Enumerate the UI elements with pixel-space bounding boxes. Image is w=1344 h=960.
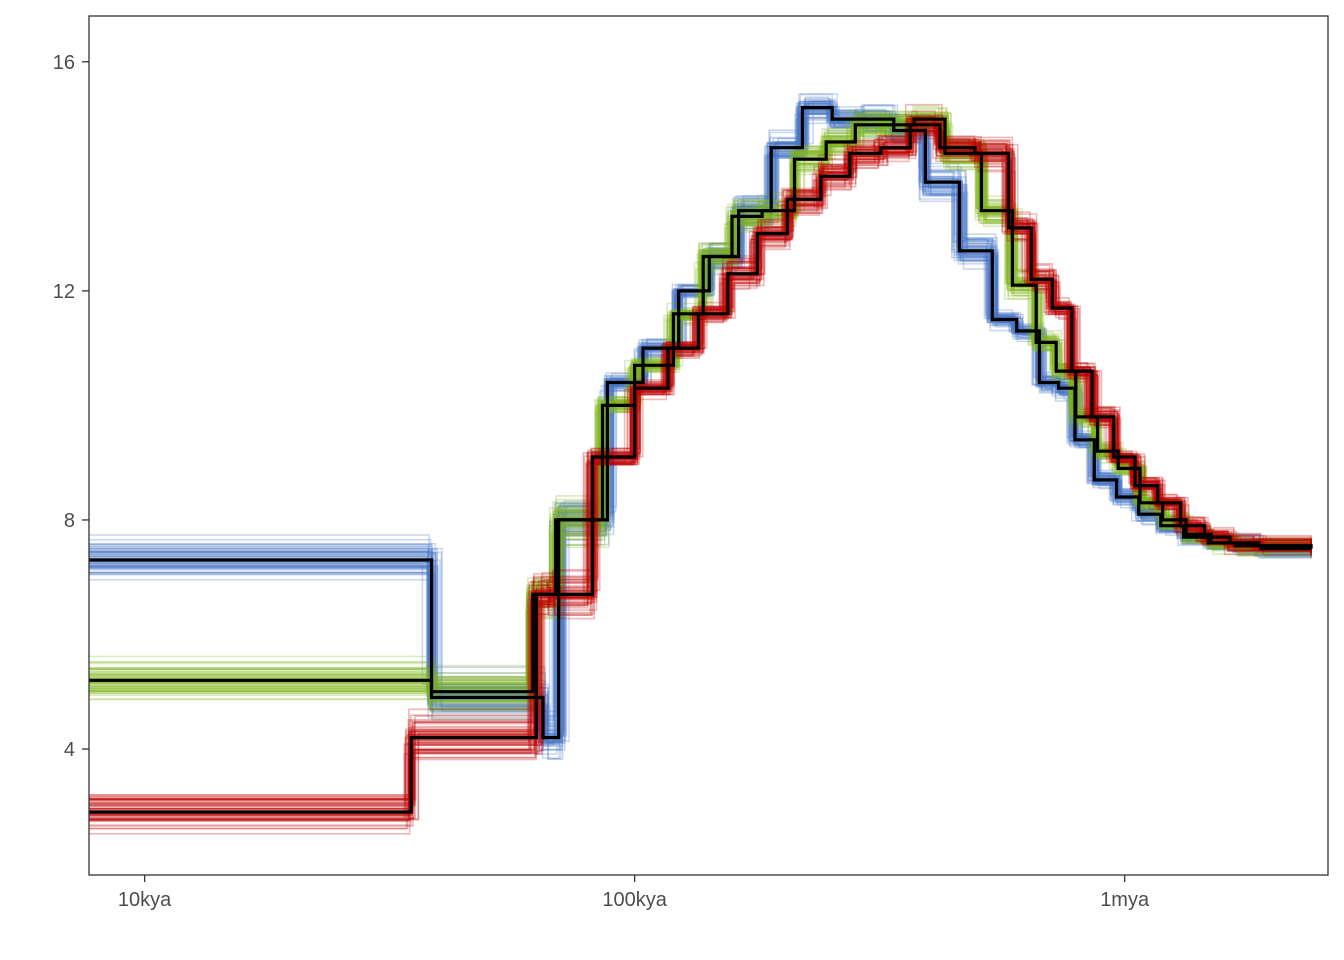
bootstrap-line-0-8 (89, 113, 1312, 734)
bootstrap-line-0-53 (89, 116, 1312, 732)
bootstrap-line-1-31 (89, 112, 1312, 678)
bootstrap-line-2-42 (89, 127, 1312, 819)
y-tick-label-1: 8 (64, 510, 75, 532)
axes: 10kya 100kya 1mya 4 8 12 16 (53, 52, 1150, 911)
bootstrap-line-2-4 (89, 121, 1312, 813)
bootstrap-line-0-32 (89, 104, 1312, 744)
bootstrap-line-1-6 (89, 114, 1312, 691)
bootstrap-line-1-28 (89, 113, 1312, 702)
bootstrap-line-1-45 (89, 120, 1312, 692)
y-tick-label-0: 4 (64, 739, 75, 761)
plot-panel-border (88, 15, 1329, 876)
bootstrap-line-2-0 (89, 110, 1312, 821)
plot-background (89, 16, 1328, 875)
main-series-lines (89, 106, 1313, 814)
bootstrap-line-0-27 (89, 108, 1312, 718)
bootstrap-line-0-39 (89, 107, 1312, 736)
series-line-0 (89, 106, 1311, 740)
bootstrap-line-2-41 (89, 121, 1312, 798)
bootstrap-line-0-14 (89, 105, 1312, 730)
bootstrap-line-0-5 (89, 103, 1312, 745)
series-line-2 (89, 123, 1313, 814)
bootstrap-line-0-54 (89, 108, 1312, 737)
bootstrap-line-0-22 (89, 105, 1312, 719)
bootstrap-line-1-10 (89, 114, 1312, 688)
bootstrap-line-0-17 (89, 111, 1312, 737)
bootstrap-line-0-43 (89, 100, 1312, 743)
y-tick-label-2: 12 (53, 281, 75, 303)
bootstrap-line-2-3 (89, 122, 1312, 801)
bootstrap-line-1-0 (89, 118, 1312, 681)
bootstrap-line-0-18 (89, 104, 1312, 746)
bootstrap-line-0-44 (89, 105, 1312, 742)
bootstrap-line-2-48 (89, 126, 1312, 820)
bootstrap-line-2-30 (89, 116, 1312, 822)
x-tick-label-0: 10kya (118, 889, 172, 911)
bootstrap-line-1-7 (89, 114, 1312, 698)
bootstrap-line-1-29 (89, 119, 1312, 682)
x-tick-label-2: 1mya (1100, 889, 1150, 911)
bootstrap-line-1-52 (89, 111, 1312, 705)
bootstrap-line-2-56 (89, 132, 1312, 800)
bootstrap-line-0-19 (89, 96, 1312, 742)
bootstrap-line-1-19 (89, 115, 1312, 694)
bootstrap-line-2-52 (89, 114, 1312, 817)
bootstrap-line-2-59 (89, 116, 1312, 800)
bootstrap-line-1-27 (89, 116, 1312, 703)
x-tick-label-1: 100kya (602, 889, 667, 911)
bootstrap-line-0-48 (89, 100, 1312, 726)
bootstrap-line-0-52 (89, 105, 1312, 743)
y-tick-label-3: 16 (53, 52, 75, 74)
bootstrap-line-2-7 (89, 133, 1312, 830)
bootstrap-line-1-16 (89, 112, 1312, 703)
bootstrap-line-0-15 (89, 116, 1312, 736)
